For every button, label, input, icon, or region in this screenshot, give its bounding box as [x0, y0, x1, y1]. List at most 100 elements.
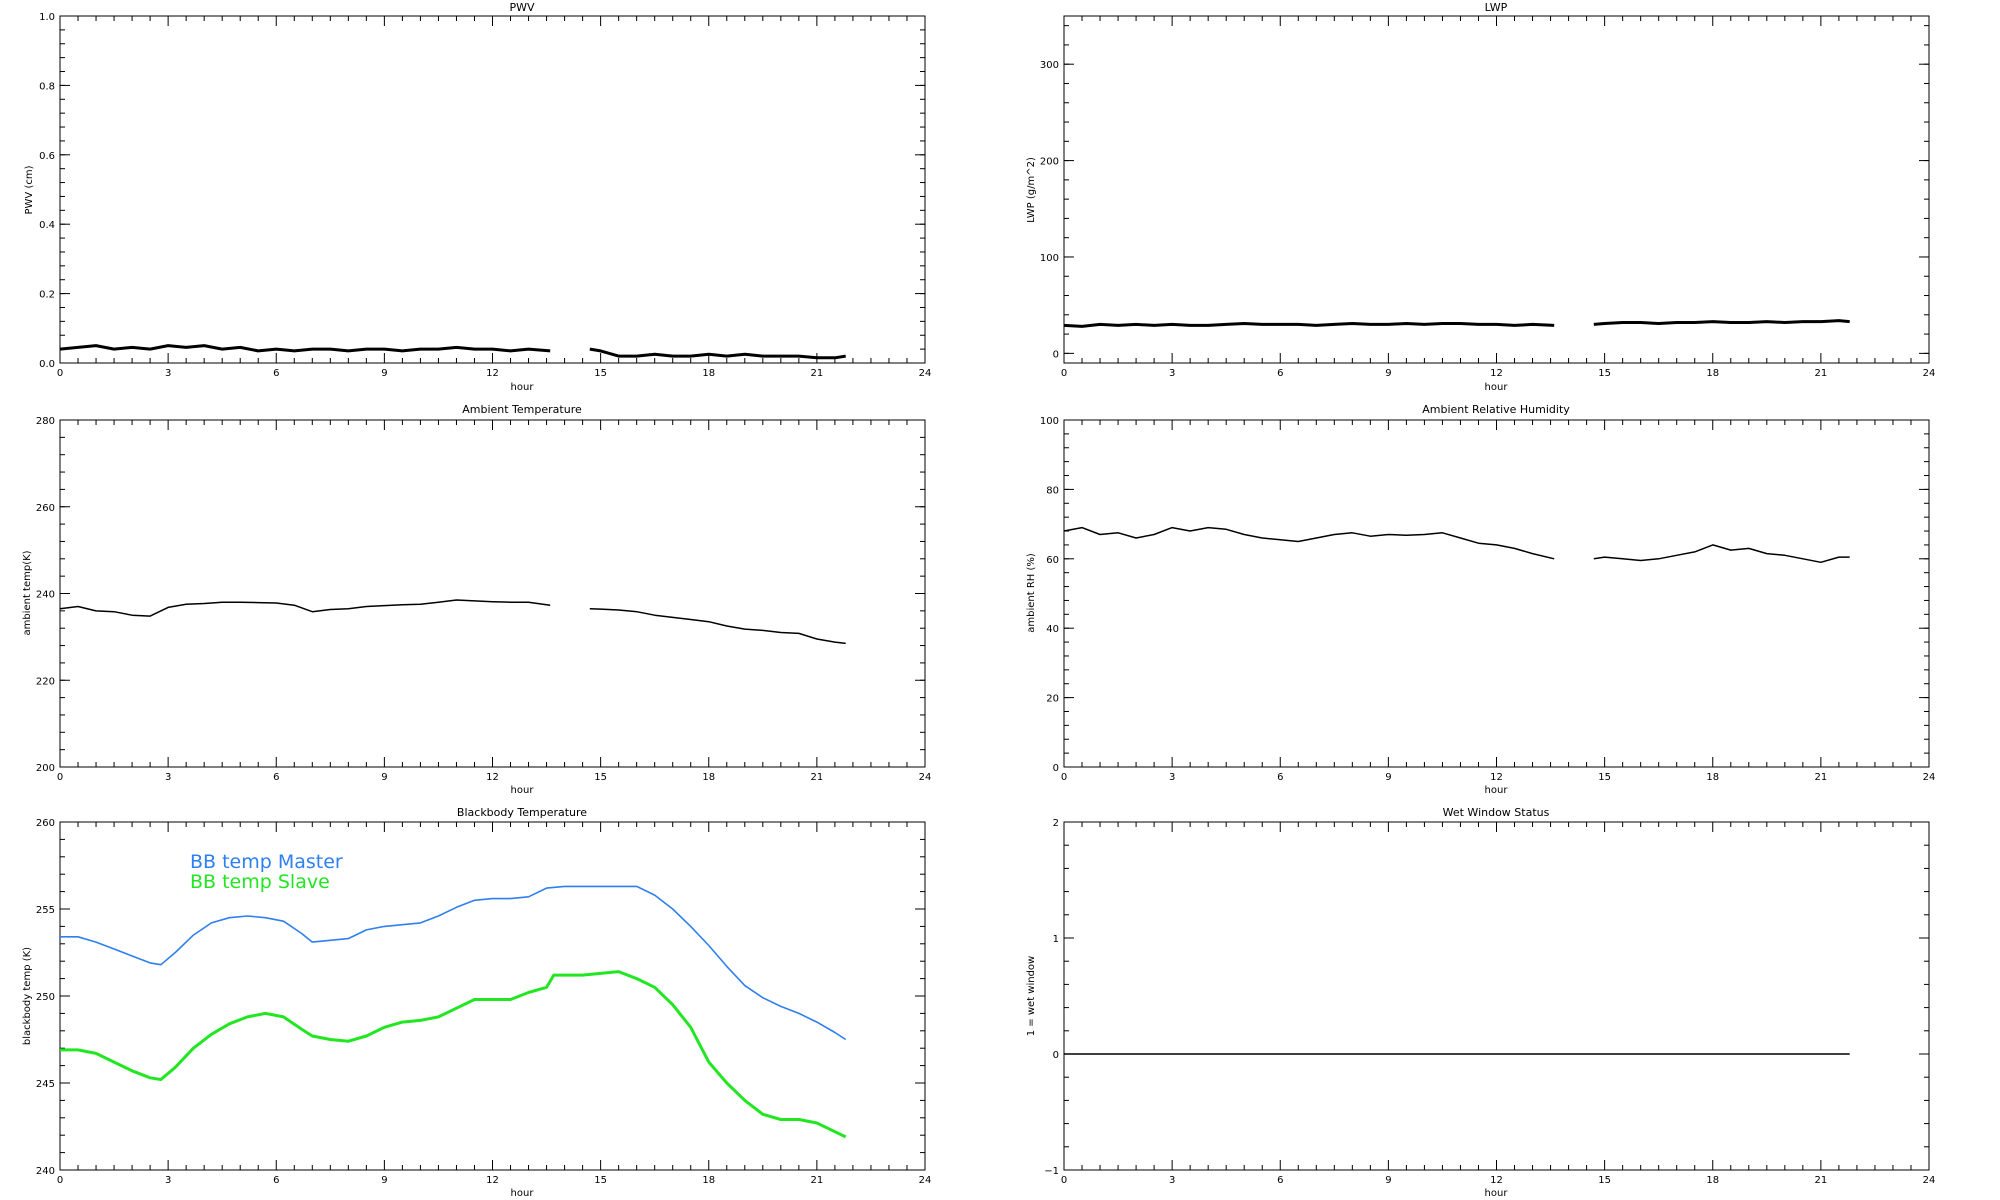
y-tick-label: 40: [1046, 624, 1059, 635]
y-tick-label: 2: [1053, 818, 1059, 829]
x-tick-label: 9: [1385, 772, 1391, 783]
x-tick-label: 6: [273, 772, 279, 783]
y-tick-label: −1: [1044, 1166, 1059, 1177]
y-tick-label: 1.0: [39, 12, 55, 23]
x-tick-label: 21: [811, 368, 824, 379]
chart-title-ambient-relative-humidity: Ambient Relative Humidity: [1422, 403, 1570, 416]
chart-ambient-relative-humidity: Ambient Relative Humidity hour ambient R…: [1026, 403, 1935, 796]
y-tick-label: 0: [1053, 349, 1059, 360]
x-tick-label: 6: [273, 1175, 279, 1186]
y-tick-label: 0: [1053, 1050, 1059, 1061]
y-axis-label-ambient-temperature: ambient temp(K): [22, 550, 33, 635]
chart-pwv: PWV hour PWV (cm) 0 3 6 9 12 15 18 21 24 0.0 0.2 0.…: [24, 1, 931, 393]
y-axis-label-lwp: LWP (g/m^2): [1026, 157, 1037, 223]
series-line-ambient-temperature-0: [59, 599, 846, 645]
y-tick-label: 20: [1046, 694, 1059, 705]
chart-lwp: LWP hour LWP (g/m^2) 0 3 6 9 12 15 18 21 24 0 100 2…: [1026, 1, 1935, 393]
y-tick-label: 60: [1046, 555, 1059, 566]
x-tick-label: 21: [811, 772, 824, 783]
y-tick-label: 250: [36, 992, 55, 1003]
chart-blackbody-temperature: Blackbody Temperature hour blackbody tem…: [22, 806, 931, 1199]
y-tick-label: 245: [36, 1079, 55, 1090]
y-tick-label: 220: [36, 676, 55, 687]
x-tick-label: 24: [919, 772, 932, 783]
series-line-blackbody-temperature-1: [60, 970, 847, 1139]
x-tick-label: 6: [1277, 368, 1283, 379]
chart-wet-window-status: Wet Window Status hour 1 = wet window 0 3…: [1026, 806, 1935, 1199]
x-tick-label: 6: [1277, 1175, 1283, 1186]
y-tick-label: 0.4: [39, 220, 55, 231]
x-tick-label: 0: [1061, 368, 1067, 379]
y-tick-label: 0.2: [39, 290, 55, 301]
y-tick-label: 240: [36, 1166, 55, 1177]
x-tick-label: 3: [1169, 1175, 1175, 1186]
x-tick-label: 15: [594, 772, 607, 783]
x-tick-label: 15: [594, 368, 607, 379]
y-axis-label-pwv: PWV (cm): [24, 165, 35, 214]
x-tick-label: 9: [381, 1175, 387, 1186]
y-tick-label: 300: [1040, 60, 1059, 71]
plot-frame: [59, 15, 926, 364]
x-tick-label: 24: [1923, 772, 1936, 783]
x-axis-label-pwv: hour: [511, 382, 535, 393]
series-line-blackbody-temperature-0: [60, 885, 847, 1041]
y-tick-label: 80: [1046, 485, 1059, 496]
x-axis-label-blackbody-temperature: hour: [511, 1188, 535, 1199]
x-tick-label: 15: [1598, 1175, 1611, 1186]
x-tick-label: 3: [165, 368, 171, 379]
x-tick-label: 0: [1061, 1175, 1067, 1186]
x-tick-label: 9: [381, 772, 387, 783]
y-tick-label: 260: [36, 503, 55, 514]
x-axis-label-lwp: hour: [1485, 382, 1509, 393]
x-tick-label: 21: [1815, 1175, 1828, 1186]
x-tick-label: 0: [1061, 772, 1067, 783]
y-axis-label-blackbody-temperature: blackbody temp (K): [22, 947, 33, 1045]
x-tick-label: 3: [1169, 368, 1175, 379]
y-tick-label: 0.8: [39, 81, 55, 92]
x-tick-label: 0: [57, 772, 63, 783]
plot-frame: [1063, 821, 1930, 1171]
y-tick-label: 260: [36, 818, 55, 829]
plot-frame: [59, 419, 926, 768]
plot-frame: [1063, 419, 1930, 768]
x-axis-label-ambient-temperature: hour: [511, 785, 535, 796]
series-line-ambient-relative-humidity-0: [1063, 526, 1850, 564]
x-tick-label: 18: [702, 1175, 715, 1186]
chart-ambient-temperature: Ambient Temperature hour ambient temp(K)…: [22, 403, 931, 796]
x-tick-label: 18: [1706, 1175, 1719, 1186]
y-axis-label-wet-window-status: 1 = wet window: [1026, 956, 1037, 1036]
x-tick-label: 3: [165, 1175, 171, 1186]
x-tick-label: 3: [165, 772, 171, 783]
x-tick-label: 12: [1490, 1175, 1503, 1186]
y-axis-label-ambient-relative-humidity: ambient RH (%): [1026, 553, 1037, 633]
y-tick-label: 280: [36, 416, 55, 427]
x-tick-label: 18: [1706, 368, 1719, 379]
x-tick-label: 0: [57, 1175, 63, 1186]
x-tick-label: 9: [1385, 1175, 1391, 1186]
legend-bb-temp-master: BB temp Master: [190, 851, 343, 873]
x-tick-label: 12: [486, 368, 499, 379]
x-tick-label: 24: [1923, 1175, 1936, 1186]
y-tick-label: 200: [1040, 157, 1059, 168]
x-tick-label: 15: [1598, 772, 1611, 783]
x-tick-label: 21: [811, 1175, 824, 1186]
x-tick-label: 12: [486, 1175, 499, 1186]
x-tick-label: 3: [1169, 772, 1175, 783]
y-tick-label: 0.0: [39, 359, 55, 370]
chart-title-wet-window-status: Wet Window Status: [1443, 806, 1550, 819]
chart-title-pwv: PWV: [509, 1, 535, 14]
x-tick-label: 24: [1923, 368, 1936, 379]
x-tick-label: 15: [594, 1175, 607, 1186]
x-tick-label: 9: [1385, 368, 1391, 379]
x-tick-label: 12: [1490, 368, 1503, 379]
x-tick-label: 9: [381, 368, 387, 379]
x-tick-label: 18: [1706, 772, 1719, 783]
x-tick-label: 12: [1490, 772, 1503, 783]
y-tick-label: 1: [1053, 934, 1059, 945]
x-tick-label: 18: [702, 772, 715, 783]
x-tick-label: 12: [486, 772, 499, 783]
y-tick-label: 240: [36, 590, 55, 601]
y-tick-label: 100: [1040, 253, 1059, 264]
y-tick-label: 100: [1040, 416, 1059, 427]
